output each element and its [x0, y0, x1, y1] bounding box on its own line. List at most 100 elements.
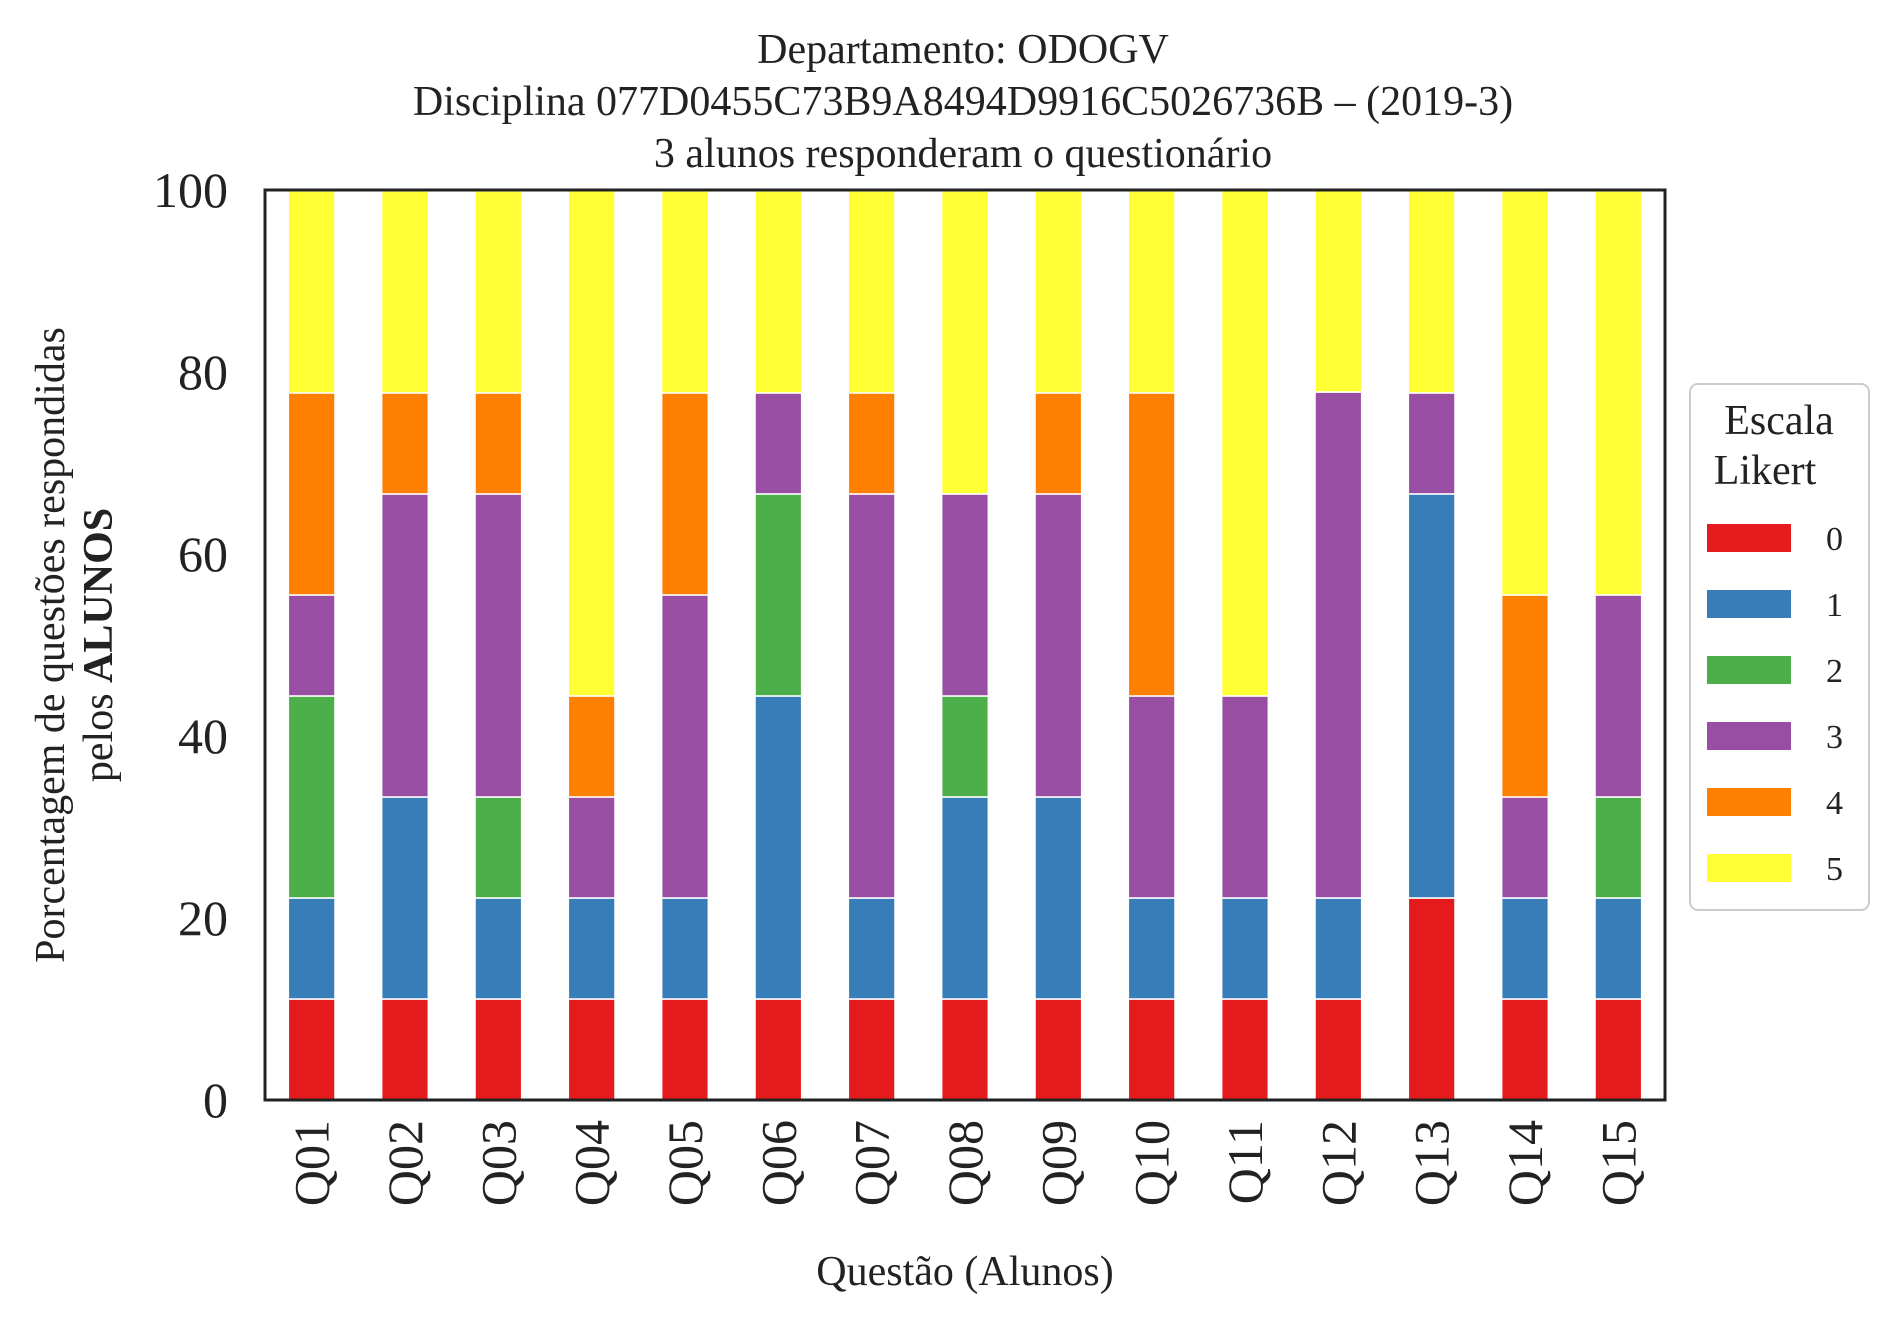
x-tick-label-q01: Q01: [284, 1120, 340, 1206]
bar-q08-likert-0: [940, 998, 990, 1101]
bar-q01-likert-5: [287, 190, 336, 394]
x-tick-label-q12: Q12: [1310, 1120, 1366, 1206]
bar-q02-likert-3: [380, 493, 430, 798]
bar-q12-likert-1: [1314, 897, 1363, 1000]
bar-q07-likert-4: [847, 392, 896, 495]
bar-q05-likert-0: [660, 998, 710, 1101]
legend-swatch-0: [1707, 524, 1791, 552]
bar-q05-likert-4: [660, 392, 710, 596]
bar-q06-likert-5: [754, 190, 803, 394]
bar-q03-likert-4: [474, 392, 523, 495]
chart-title-line-1: Departamento: ODOGV: [757, 27, 1169, 73]
x-ticks-group: Q01 Q02 Q03 Q04 Q05 Q06 Q07 Q08 Q09 Q10 Q11 Q12 Q13 Q…: [284, 1120, 1647, 1206]
bar-q14-likert-5: [1500, 190, 1550, 596]
x-tick-label-q06: Q06: [750, 1120, 806, 1206]
bar-q02-likert-1: [380, 796, 430, 1000]
x-tick-label-q02: Q02: [377, 1120, 433, 1206]
bar-q07-likert-0: [847, 998, 896, 1101]
legend-label-3: 3: [1826, 719, 1843, 756]
y-axis-label-line-2: pelos ALUNOS: [76, 508, 122, 782]
bar-q02-likert-5: [380, 190, 430, 394]
x-tick-label-q13: Q13: [1404, 1120, 1460, 1206]
bar-q01-likert-4: [287, 392, 336, 596]
bar-q01-likert-2: [287, 695, 336, 899]
bar-q10-likert-4: [1127, 392, 1176, 697]
bar-q04-likert-3: [567, 796, 616, 899]
bar-q04-likert-4: [567, 695, 616, 798]
legend-swatch-3: [1707, 722, 1791, 750]
bar-q09-likert-3: [1034, 493, 1083, 798]
bar-q06-likert-3: [754, 392, 803, 495]
bar-q03-likert-5: [474, 190, 523, 394]
bar-q14-likert-1: [1500, 897, 1550, 1000]
legend-title-line-1: Escala: [1724, 398, 1834, 444]
legend-title-line-2: Likert: [1714, 448, 1817, 494]
bar-q10-likert-5: [1127, 190, 1176, 394]
bar-q11-likert-1: [1220, 897, 1270, 1000]
legend-frame: [1689, 383, 1870, 911]
y-tick-label-80: 80: [178, 344, 228, 400]
bar-q10-likert-0: [1127, 998, 1176, 1101]
bar-q06-likert-1: [754, 695, 803, 1000]
bar-q15-likert-2: [1594, 796, 1643, 899]
bar-q04-likert-5: [567, 189, 616, 697]
bar-q01-likert-3: [287, 594, 336, 697]
bar-q14-likert-0: [1500, 998, 1550, 1101]
y-tick-label-60: 60: [178, 526, 228, 582]
x-tick-label-q11: Q11: [1217, 1120, 1273, 1204]
bar-q08-likert-3: [940, 493, 990, 697]
legend-label-2: 2: [1826, 653, 1843, 690]
bar-q08-likert-5: [940, 190, 990, 495]
x-tick-label-q05: Q05: [657, 1120, 713, 1206]
legend-label-0: 0: [1826, 521, 1843, 558]
bar-q13-likert-1: [1407, 493, 1456, 899]
bar-q15-likert-1: [1594, 897, 1643, 1000]
bar-q12-likert-0: [1314, 998, 1363, 1101]
chart-title-line-2: Disciplina 077D0455C73B9A8494D9916C50267…: [413, 79, 1513, 125]
y-axis-label-prefix: pelos: [76, 683, 122, 782]
bar-q12-likert-5: [1314, 189, 1363, 393]
x-tick-label-q08: Q08: [937, 1120, 993, 1206]
bar-q09-likert-0: [1034, 998, 1083, 1101]
y-ticks-group: 0 20 40 60 80 100: [153, 162, 228, 1128]
bar-q15-likert-3: [1594, 594, 1643, 798]
bar-q03-likert-0: [474, 998, 523, 1101]
bar-q09-likert-4: [1034, 392, 1083, 495]
bar-q05-likert-3: [660, 594, 710, 899]
bar-q08-likert-1: [940, 796, 990, 1000]
bar-q03-likert-1: [474, 897, 523, 1000]
plot-frame: [263, 188, 1667, 1102]
x-tick-label-q07: Q07: [844, 1120, 900, 1206]
chart-title-line-3: 3 alunos responderam o questionário: [654, 131, 1272, 177]
y-axis-label-bold: ALUNOS: [76, 508, 122, 683]
bar-q11-likert-3: [1220, 695, 1270, 899]
bar-q09-likert-5: [1034, 190, 1083, 394]
y-axis-label: Porcentagem de questões respondidas pelo…: [28, 327, 122, 963]
x-tick-label-q15: Q15: [1590, 1120, 1646, 1206]
legend-label-5: 5: [1826, 851, 1843, 888]
bar-q08-likert-2: [940, 695, 990, 798]
bar-q04-likert-1: [567, 897, 616, 1000]
x-tick-label-q14: Q14: [1497, 1120, 1553, 1206]
bar-q05-likert-5: [660, 190, 710, 394]
bar-q06-likert-2: [754, 493, 803, 697]
y-axis-label-line-1: Porcentagem de questões respondidas: [28, 327, 74, 963]
y-tick-label-0: 0: [203, 1072, 228, 1128]
bar-q10-likert-3: [1127, 695, 1176, 899]
bar-q13-likert-3: [1407, 392, 1456, 495]
x-tick-label-q03: Q03: [470, 1120, 526, 1206]
x-axis-label: Questão (Alunos): [816, 1249, 1113, 1295]
legend-swatch-2: [1707, 656, 1791, 684]
bar-q05-likert-1: [660, 897, 710, 1000]
bar-q06-likert-0: [754, 998, 803, 1101]
legend-swatch-4: [1707, 788, 1791, 816]
bar-q01-likert-1: [287, 897, 336, 1000]
legend-swatch-5: [1707, 854, 1791, 882]
legend-items: 0 1 2 3 4 5: [1707, 521, 1843, 888]
bar-q12-likert-3: [1314, 391, 1363, 899]
bar-q14-likert-4: [1500, 594, 1550, 798]
legend-swatch-1: [1707, 590, 1791, 618]
bar-q13-likert-0: [1407, 897, 1456, 1101]
bar-q03-likert-3: [474, 493, 523, 798]
